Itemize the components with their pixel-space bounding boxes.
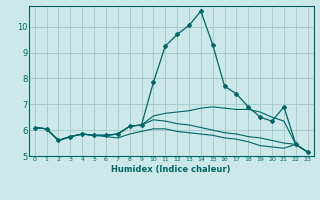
X-axis label: Humidex (Indice chaleur): Humidex (Indice chaleur) xyxy=(111,165,231,174)
